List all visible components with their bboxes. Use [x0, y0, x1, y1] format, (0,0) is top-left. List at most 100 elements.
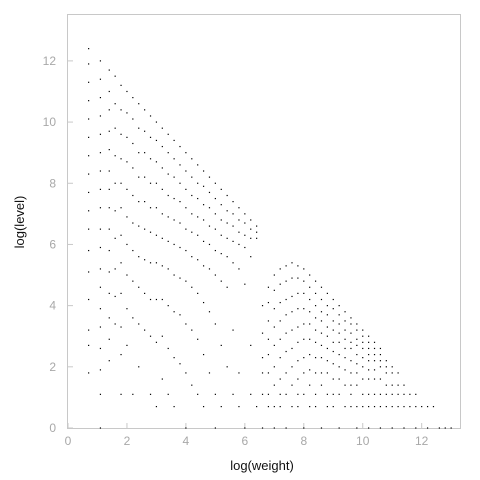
scatter-point [149, 207, 152, 209]
scatter-point [208, 225, 211, 227]
scatter-point [409, 393, 411, 395]
scatter-point [362, 393, 364, 395]
scatter-point [332, 393, 334, 395]
scatter-point [99, 60, 102, 62]
scatter-point [250, 393, 252, 395]
scatter-point [120, 182, 122, 184]
scatter-point [344, 405, 346, 408]
scatter-point [126, 274, 128, 276]
scatter-point [356, 427, 358, 429]
scatter-point [155, 405, 158, 408]
scatter-point [356, 323, 358, 325]
x-tick-label: 8 [300, 434, 307, 448]
scatter-point [208, 176, 211, 178]
scatter-point [403, 427, 405, 429]
scatter-point [397, 384, 399, 386]
scatter-point [279, 357, 281, 359]
scatter-point [261, 332, 264, 334]
scatter-point [291, 329, 293, 331]
x-tick-label: 12 [415, 434, 429, 448]
scatter-point [185, 188, 187, 190]
scatter-point [144, 130, 146, 132]
scatter-point [88, 81, 90, 83]
scatter-point [373, 369, 376, 371]
scatter-point [138, 103, 140, 105]
scatter-point [149, 158, 152, 160]
scatter-point [226, 222, 228, 224]
scatter-point [126, 112, 128, 114]
scatter-point [126, 90, 128, 93]
scatter-point [285, 332, 287, 334]
scatter-point [120, 353, 122, 356]
scatter-point [362, 335, 364, 337]
scatter-point [99, 393, 102, 395]
scatter-point [362, 366, 364, 368]
scatter-point [338, 332, 340, 334]
scatter-point [197, 182, 199, 184]
scatter-point [332, 308, 334, 310]
scatter-point [332, 350, 334, 353]
scatter-point [144, 259, 146, 261]
scatter-point [214, 249, 216, 252]
scatter-point [197, 216, 199, 218]
scatter-point [320, 332, 323, 334]
scatter-point [144, 329, 146, 331]
scatter-point [385, 360, 387, 362]
scatter-point [161, 145, 163, 148]
scatter-point [138, 366, 140, 368]
scatter-point [385, 393, 387, 395]
scatter-point [149, 231, 152, 233]
scatter-point [108, 69, 110, 71]
scatter-point [99, 246, 102, 249]
scatter-point [356, 329, 358, 331]
scatter-point [88, 191, 90, 194]
scatter-point [256, 225, 258, 227]
scatter-point [232, 262, 234, 264]
scatter-point [338, 378, 340, 380]
scatter-point [99, 188, 102, 190]
scatter-point [368, 393, 370, 395]
scatter-point [185, 323, 187, 325]
scatter-point [338, 323, 340, 325]
scatter-point [179, 182, 181, 184]
scatter-point [149, 182, 152, 184]
scatter-point [303, 292, 305, 294]
scatter-point [191, 231, 193, 233]
scatter-point [297, 308, 299, 310]
scatter-point [309, 384, 311, 386]
scatter-point [132, 249, 134, 252]
scatter-point [214, 323, 216, 325]
scatter-point [415, 393, 417, 395]
scatter-point [179, 201, 181, 203]
scatter-point [350, 360, 352, 362]
scatter-point [415, 405, 417, 408]
scatter-point [314, 329, 317, 331]
scatter-point [108, 109, 110, 111]
scatter-point [373, 378, 376, 380]
scatter-point [320, 372, 323, 374]
scatter-point [350, 341, 352, 343]
scatter-point [391, 393, 393, 395]
scatter-point [261, 372, 264, 374]
scatter-point [197, 338, 199, 340]
scatter-point [303, 268, 305, 270]
scatter-point [320, 344, 323, 346]
scatter-point [155, 139, 158, 142]
scatter-point [161, 335, 163, 337]
scatter-point [232, 201, 234, 203]
scatter-point [132, 118, 134, 120]
scatter-point [144, 176, 146, 178]
scatter-point [220, 188, 222, 190]
scatter-point [144, 109, 146, 111]
scatter-point [88, 329, 90, 331]
scatter-point [314, 357, 317, 359]
x-tick-label: 6 [241, 434, 248, 448]
scatter-point [167, 152, 169, 154]
scatter-point [297, 405, 299, 408]
scatter-point [350, 332, 352, 334]
scatter-point [138, 286, 140, 288]
scatter-point [161, 188, 163, 190]
scatter-point [309, 405, 311, 408]
scatter-point [120, 292, 122, 294]
scatter-point [320, 320, 323, 322]
